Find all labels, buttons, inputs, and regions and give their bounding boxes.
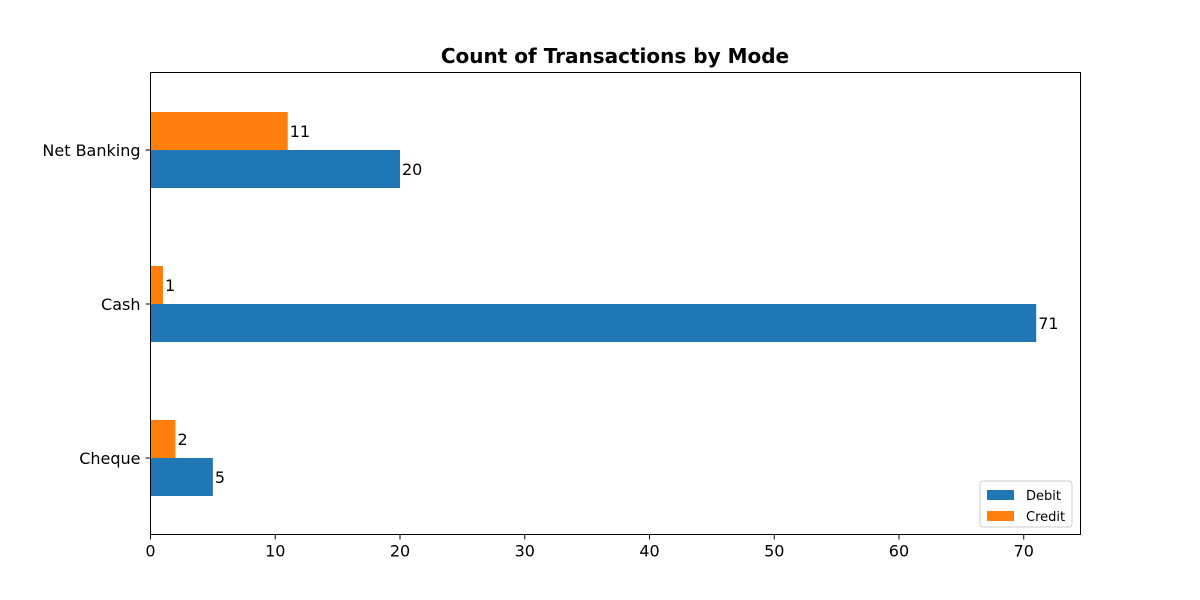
- bar-debit-cash: [150, 304, 1037, 342]
- data-label: 5: [215, 468, 225, 487]
- chart-title: Count of Transactions by Mode: [441, 44, 789, 68]
- legend-label-debit: Debit: [1026, 489, 1061, 504]
- x-axis: 0 10 20 30 40 50 60 70: [145, 534, 1034, 561]
- data-label: 71: [1038, 314, 1058, 333]
- bar-debit-cheque: [150, 458, 213, 496]
- bar-credit-cheque: [150, 420, 176, 458]
- data-label: 2: [177, 430, 187, 449]
- x-tick-label: 10: [265, 542, 285, 561]
- legend: Debit Credit: [979, 480, 1073, 528]
- legend-label-credit: Credit: [1026, 510, 1065, 525]
- x-tick-label: 30: [515, 542, 535, 561]
- y-tick-label: Net Banking: [42, 141, 140, 160]
- x-tick-label: 40: [639, 542, 659, 561]
- x-tick-label: 60: [889, 542, 909, 561]
- data-label: 11: [290, 122, 310, 141]
- y-axis: Cheque Cash Net Banking: [42, 141, 151, 468]
- x-tick-label: 70: [1014, 542, 1034, 561]
- y-tick-label: Cash: [101, 295, 140, 314]
- x-tick-label: 50: [764, 542, 784, 561]
- legend-swatch-debit: [987, 490, 1014, 500]
- bar-debit-net-banking: [150, 150, 400, 188]
- data-label: 20: [402, 160, 422, 179]
- x-tick-label: 0: [145, 542, 155, 561]
- legend-swatch-credit: [987, 511, 1014, 521]
- y-tick-label: Cheque: [79, 449, 140, 468]
- bars-layer: [150, 112, 1037, 496]
- bar-credit-cash: [150, 266, 163, 304]
- x-tick-label: 20: [390, 542, 410, 561]
- plot-frame: [150, 72, 1081, 535]
- data-label: 1: [165, 276, 175, 295]
- bar-credit-net-banking: [150, 112, 288, 150]
